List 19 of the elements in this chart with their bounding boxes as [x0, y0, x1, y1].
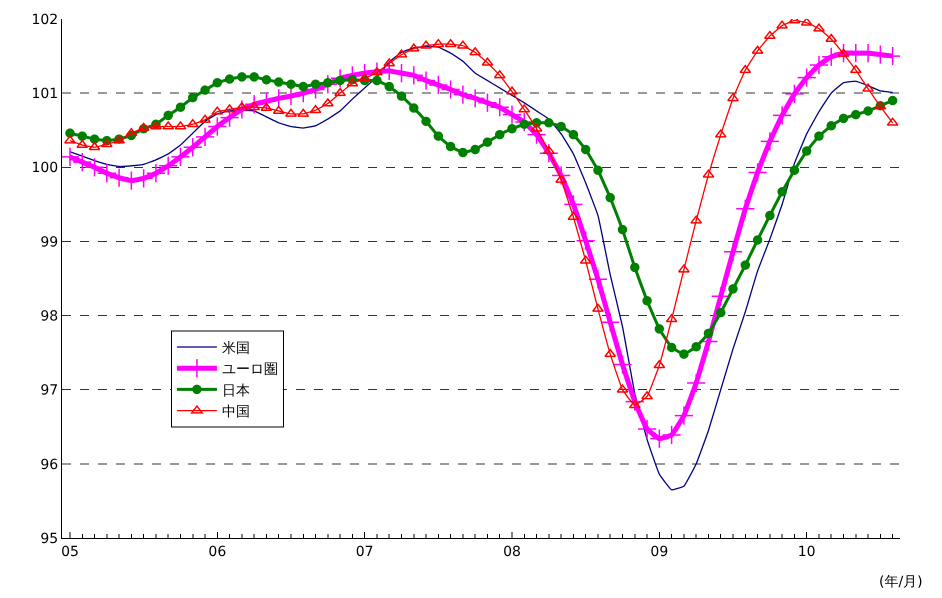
y-tick-label: 101 — [31, 86, 58, 102]
y-tick-label: 96 — [40, 456, 58, 473]
x-tick-label: 08 — [503, 544, 521, 560]
x-tick-label: 07 — [356, 544, 374, 560]
legend-label: 日本 — [222, 382, 250, 399]
x-tick-label: 06 — [208, 544, 226, 560]
y-tick-label: 95 — [40, 530, 58, 547]
x-tick-label: 09 — [650, 544, 668, 560]
legend-label: ユーロ圏 — [222, 362, 278, 378]
legend-label: 中国 — [222, 404, 250, 420]
x-tick-label: 05 — [61, 544, 79, 560]
y-tick-label: 102 — [31, 12, 58, 28]
legend-label: 米国 — [222, 340, 250, 356]
x-axis-title: (年/月) — [879, 574, 923, 590]
y-tick-label: 99 — [40, 234, 58, 250]
y-tick-label: 98 — [40, 308, 58, 324]
x-tick-label: 10 — [798, 544, 816, 560]
y-tick-label: 97 — [40, 382, 58, 399]
y-tick-label: 100 — [31, 160, 58, 176]
